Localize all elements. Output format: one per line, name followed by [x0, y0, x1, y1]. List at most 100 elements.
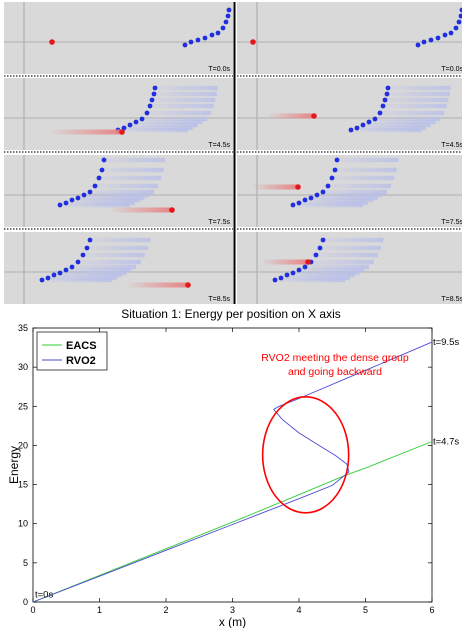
agent-marker	[139, 116, 145, 122]
agent-marker	[366, 119, 372, 125]
agent-trail	[95, 183, 158, 189]
agent-trail	[299, 267, 365, 273]
agent-trail	[299, 200, 368, 206]
agent-marker	[202, 35, 208, 41]
agent-trail	[311, 259, 374, 265]
agent-trail	[87, 245, 148, 251]
agent-marker	[133, 119, 139, 125]
agent-marker	[209, 32, 215, 38]
agent-marker	[382, 97, 388, 103]
agent-marker	[296, 267, 302, 273]
agent-trail	[124, 125, 193, 131]
agent-marker	[302, 197, 308, 203]
simulation-panels: T=0.0s T=0.0s T=4.5s T=4.5s T=7.5s T=7.5s T=8.…	[4, 2, 462, 304]
subject-trail	[128, 282, 188, 288]
agent-trail	[150, 103, 214, 109]
agent-trail	[311, 195, 378, 201]
agent-trail	[317, 192, 383, 198]
agent-marker	[149, 97, 155, 103]
agent-marker	[284, 272, 290, 278]
annotation-end-rvo2: t=9.5s	[433, 337, 459, 348]
x-tick-label: 6	[429, 605, 434, 615]
sim-panel: T=4.5s	[4, 78, 233, 153]
y-tick-label: 30	[18, 362, 28, 372]
agent-trail	[320, 245, 381, 251]
agent-marker	[127, 122, 133, 128]
agent-marker	[459, 7, 462, 13]
agent-marker	[57, 202, 63, 208]
agent-marker	[313, 252, 319, 258]
agent-marker	[290, 202, 296, 208]
agent-marker	[75, 195, 81, 201]
agent-marker	[334, 157, 340, 163]
agent-trail	[385, 97, 449, 103]
y-tick-label: 20	[18, 440, 28, 450]
agent-trail	[323, 237, 384, 243]
y-tick-label: 15	[18, 480, 28, 490]
agent-marker	[147, 103, 153, 109]
sim-panel: T=0.0s	[237, 2, 462, 77]
subject-marker	[295, 184, 301, 190]
annotation-text: and going backward	[288, 366, 382, 378]
subject-trail	[52, 129, 122, 135]
x-tick-label: 5	[363, 605, 368, 615]
sim-panel: T=4.5s	[237, 78, 462, 153]
agent-marker	[302, 264, 308, 270]
agent-trail	[90, 189, 154, 195]
sim-panel: T=7.5s	[4, 155, 233, 230]
agent-trail	[48, 275, 117, 281]
agent-marker	[421, 39, 427, 45]
annotation-text: RVO2 meeting the dense group	[261, 352, 409, 364]
agent-marker	[278, 275, 284, 281]
agent-marker	[81, 192, 87, 198]
subject-marker	[305, 259, 311, 265]
subject-marker	[185, 282, 191, 288]
agent-trail	[147, 110, 212, 116]
agent-marker	[385, 85, 391, 91]
agent-trail	[387, 91, 450, 97]
agent-marker	[226, 7, 232, 13]
time-label: T=8.5s	[208, 296, 230, 303]
agent-marker	[45, 275, 51, 281]
agent-trail	[380, 110, 445, 116]
agent-marker	[360, 122, 366, 128]
agent-trail	[104, 157, 166, 163]
agent-trail	[78, 195, 145, 201]
agent-trail	[60, 270, 127, 276]
agent-marker	[314, 192, 320, 198]
subject-marker	[311, 113, 317, 119]
agent-trail	[78, 259, 141, 265]
x-tick-label: 3	[230, 605, 235, 615]
agent-marker	[329, 175, 335, 181]
time-label: T=7.5s	[208, 219, 230, 226]
agent-marker	[458, 13, 462, 19]
subject-trail	[112, 207, 172, 213]
agent-trail	[142, 116, 208, 122]
agent-trail	[383, 103, 447, 109]
agent-trail	[337, 157, 399, 163]
subject-trail	[253, 184, 298, 190]
x-tick-label: 2	[163, 605, 168, 615]
agent-marker	[220, 25, 226, 31]
subject-trail	[263, 259, 308, 265]
agent-marker	[96, 175, 102, 181]
agent-marker	[69, 197, 75, 203]
x-tick-label: 4	[296, 605, 301, 615]
agent-trail	[154, 91, 217, 97]
sim-panel: T=8.5s	[4, 232, 233, 304]
sim-panel: T=0.0s	[4, 2, 233, 77]
agent-trail	[323, 189, 387, 195]
subject-marker	[49, 39, 55, 45]
legend-box	[36, 331, 108, 371]
agent-marker	[435, 35, 441, 41]
agent-marker	[75, 259, 81, 265]
agent-trail	[66, 267, 132, 273]
agent-trail	[388, 85, 451, 91]
agent-marker	[317, 245, 323, 251]
agent-marker	[296, 200, 302, 206]
subject-marker	[169, 207, 175, 213]
agent-trail	[84, 192, 150, 198]
agent-trail	[316, 252, 378, 258]
agent-trail	[305, 264, 369, 270]
agent-trail	[83, 252, 145, 258]
